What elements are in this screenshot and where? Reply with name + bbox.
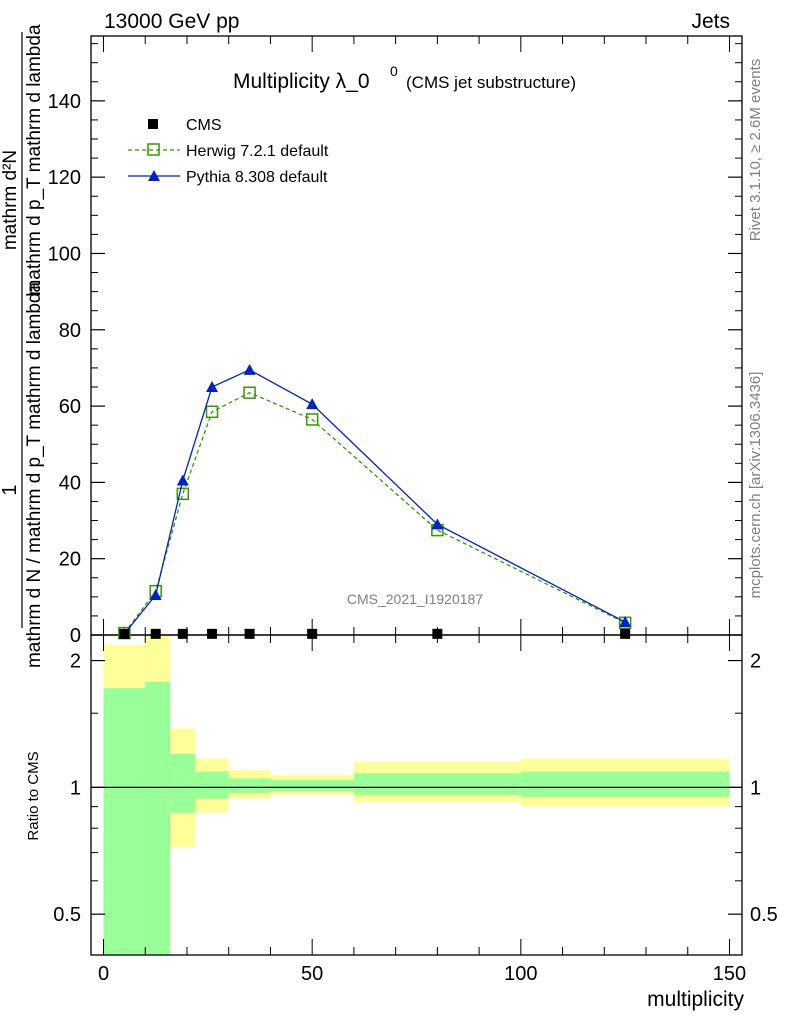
- ratio-ytick-label-left: 0.5: [53, 904, 81, 926]
- legend-cms-marker: [148, 119, 158, 129]
- band-inner-5: [270, 780, 354, 792]
- ratio-ytick-label-right: 2: [750, 651, 761, 673]
- series-cms-point-1: [150, 628, 161, 639]
- series-pythia-point-4: [243, 363, 256, 375]
- series-pythia: [118, 363, 632, 639]
- main-ytick-label: 60: [59, 396, 81, 418]
- ylabel-den: mathrm d N / mathrm d p_T mathrm d lambd…: [24, 282, 45, 669]
- band-inner-0: [103, 688, 146, 955]
- legend-pythia-marker: [148, 170, 160, 181]
- series-pythia-point-5: [306, 398, 319, 410]
- plot-title: Multiplicity λ_0 0 (CMS jet substructure…: [233, 63, 576, 93]
- main-ytick-label: 120: [48, 167, 81, 189]
- header-left: 13000 GeV pp: [104, 10, 239, 33]
- band-inner-4: [228, 778, 271, 793]
- ylabel-num: 1: [0, 484, 21, 495]
- series-cms-point-5: [307, 628, 318, 639]
- series-pythia-line: [123, 369, 626, 635]
- ratio-bands: [103, 635, 730, 955]
- xtick-label-1: 50: [301, 963, 323, 985]
- series-herwig-point-2: [176, 487, 190, 501]
- ratio-frame: [90, 634, 743, 956]
- main-ytick-label: 80: [59, 320, 81, 342]
- series-cms-point-7: [620, 628, 631, 639]
- main-ytick-label: 20: [59, 549, 81, 571]
- band-inner-3: [195, 771, 229, 799]
- legend-herwig-label: Herwig 7.2.1 default: [186, 143, 329, 160]
- series-cms-point-6: [432, 628, 443, 639]
- legend-pythia-label: Pythia 8.308 default: [186, 169, 328, 186]
- xtick-label-3: 150: [713, 963, 746, 985]
- ratio-ytick-label-left: 2: [70, 651, 81, 673]
- series-cms-point-0: [119, 628, 130, 639]
- series-herwig-line: [123, 392, 626, 634]
- xlabel: multiplicity: [647, 988, 744, 1011]
- series-pythia-point-6: [431, 518, 444, 530]
- ylabel-num-top: mathrm d²N: [0, 150, 21, 250]
- series-cms-point-4: [244, 628, 255, 639]
- legend-herwig-marker: [147, 143, 160, 156]
- series-pythia-point-7: [619, 616, 632, 628]
- main-ytick-label: 100: [48, 243, 81, 265]
- main-ytick-label: 140: [48, 91, 81, 113]
- series-pythia-point-2: [176, 474, 189, 486]
- title-sup: 0: [390, 63, 398, 79]
- ratio-ytick-label-left: 1: [70, 777, 81, 799]
- ratio-ytick-label-right: 1: [750, 777, 761, 799]
- band-inner-1: [145, 681, 171, 955]
- header-right: Jets: [691, 10, 730, 33]
- ratio-ylabel: Ratio to CMS: [25, 751, 42, 840]
- band-inner-6: [353, 773, 521, 795]
- ratio-axis-ticks: 0.5 0.5 1 1 2 2: [53, 651, 778, 927]
- legend-cms-label: CMS: [186, 117, 222, 134]
- series-herwig-point-4: [243, 386, 256, 399]
- title-main: Multiplicity λ_0: [233, 70, 370, 93]
- mcplots-label: mcplots.cern.ch [arXiv:1306.3436]: [747, 372, 764, 599]
- xtick-label-0: 0: [98, 963, 109, 985]
- band-inner-2: [170, 754, 196, 813]
- rivet-label: Rivet 3.1.10, ≥ 2.6M events: [747, 59, 764, 242]
- ylabel-den-top: mathrm d p_T mathrm d lambda: [24, 24, 45, 295]
- analysis-watermark: CMS_2021_I1920187: [347, 591, 483, 607]
- series-herwig-point-3: [205, 405, 219, 419]
- series-herwig-point-5: [305, 413, 319, 426]
- main-axis-ticks: 0 20 40 60 80 100 120 140: [48, 43, 742, 647]
- legend: CMS Herwig 7.2.1 default Pythia 8.308 de…: [128, 117, 329, 186]
- main-ytick-label: 0: [70, 625, 81, 647]
- series-pythia-point-1: [149, 588, 162, 600]
- xtick-label-2: 100: [504, 963, 537, 985]
- title-small: (CMS jet substructure): [406, 73, 576, 92]
- series-cms-point-2: [177, 628, 188, 639]
- series-cms-point-3: [207, 628, 218, 639]
- series-pythia-point-3: [206, 381, 219, 393]
- ratio-ytick-label-right: 0.5: [750, 904, 778, 926]
- series-cms: [119, 628, 631, 639]
- x-axis-ticks: 0 50 100 150: [98, 36, 746, 985]
- main-ytick-label: 40: [59, 472, 81, 494]
- band-inner-7: [520, 771, 730, 797]
- main-ylabel: 1 mathrm d N / mathrm d p_T mathrm d lam…: [0, 24, 45, 668]
